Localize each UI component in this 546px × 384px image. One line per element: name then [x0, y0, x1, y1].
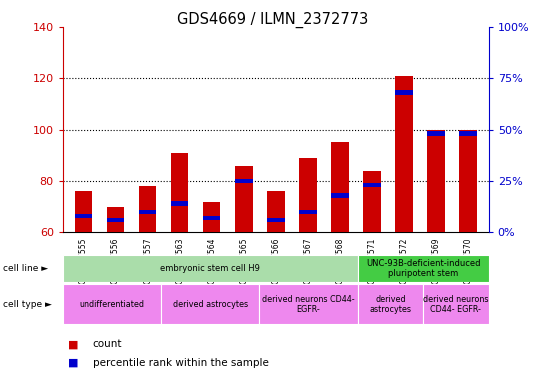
Bar [171, 201, 188, 206]
Bar [363, 183, 381, 187]
Text: derived astrocytes: derived astrocytes [173, 300, 248, 309]
Bar [203, 216, 221, 220]
Bar [63, 255, 358, 282]
Bar [299, 158, 317, 232]
Bar [395, 76, 413, 232]
Text: ■: ■ [68, 358, 79, 368]
Bar [139, 186, 157, 232]
Bar [75, 214, 92, 218]
Bar [63, 284, 161, 324]
Bar [459, 129, 477, 232]
Bar [427, 131, 444, 136]
Bar [363, 170, 381, 232]
Bar [171, 153, 188, 232]
Text: GDS4669 / ILMN_2372773: GDS4669 / ILMN_2372773 [177, 12, 369, 28]
Text: derived
astrocytes: derived astrocytes [370, 295, 411, 314]
Bar [107, 207, 124, 232]
Bar [107, 218, 124, 222]
Bar [299, 210, 317, 214]
Text: ■: ■ [68, 339, 79, 349]
Text: percentile rank within the sample: percentile rank within the sample [93, 358, 269, 368]
Bar [358, 284, 423, 324]
Bar [331, 142, 348, 232]
Bar [423, 284, 489, 324]
Bar [358, 255, 489, 282]
Bar [395, 90, 413, 95]
Text: undifferentiated: undifferentiated [79, 300, 145, 309]
Text: derived neurons CD44-
EGFR-: derived neurons CD44- EGFR- [262, 295, 355, 314]
Bar [267, 191, 284, 232]
Bar [259, 284, 358, 324]
Text: embryonic stem cell H9: embryonic stem cell H9 [161, 264, 260, 273]
Text: UNC-93B-deficient-induced
pluripotent stem: UNC-93B-deficient-induced pluripotent st… [366, 259, 480, 278]
Bar [459, 131, 477, 136]
Bar [75, 191, 92, 232]
Text: cell type ►: cell type ► [3, 300, 52, 309]
Text: count: count [93, 339, 122, 349]
Bar [161, 284, 259, 324]
Bar [139, 210, 157, 214]
Bar [267, 218, 284, 222]
Bar [235, 166, 252, 232]
Text: derived neurons
CD44- EGFR-: derived neurons CD44- EGFR- [423, 295, 489, 314]
Text: cell line ►: cell line ► [3, 264, 48, 273]
Bar [427, 129, 444, 232]
Bar [203, 202, 221, 232]
Bar [235, 179, 252, 183]
Bar [331, 193, 348, 198]
